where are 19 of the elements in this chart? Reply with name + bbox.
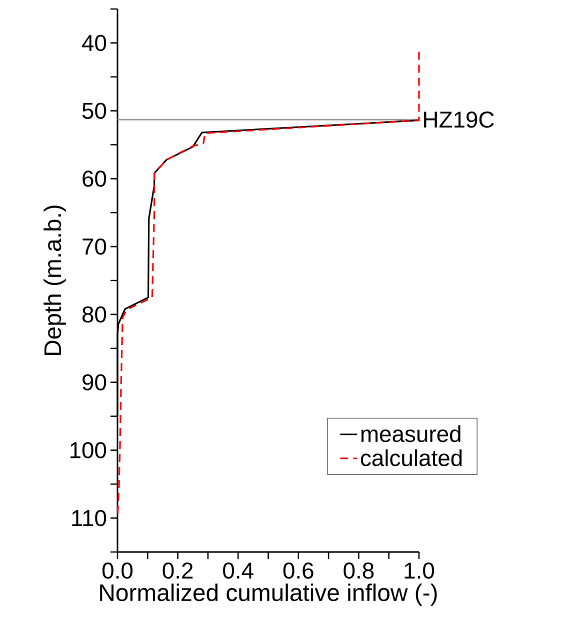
x-tick-label: 0.8 [344,562,374,579]
y-tick-label: 70 [82,238,106,255]
x-tick-label: 0.6 [283,562,314,579]
y-axis-title: Depth (m.a.b.) [44,206,66,355]
y-tick-label: 90 [82,374,106,390]
legend-label: calculated [360,449,462,466]
y-tick-label: 50 [82,102,106,119]
y-tick-label: 100 [70,442,106,458]
x-axis-title: Normalized cumulative inflow (-) [100,584,437,606]
y-tick-label: 40 [82,34,106,52]
y-tick-label: 60 [82,170,106,187]
x-tick-label: 0.4 [223,562,254,579]
x-tick-label: 0.2 [162,562,193,579]
legend-label: measured [361,425,460,442]
ref-line-label: HZ19C [424,112,494,128]
x-tick-label: 1.0 [404,562,434,579]
x-tick-label: 0.0 [102,562,133,579]
y-tick-label: 110 [72,510,106,526]
y-tick-label: 80 [82,306,106,323]
